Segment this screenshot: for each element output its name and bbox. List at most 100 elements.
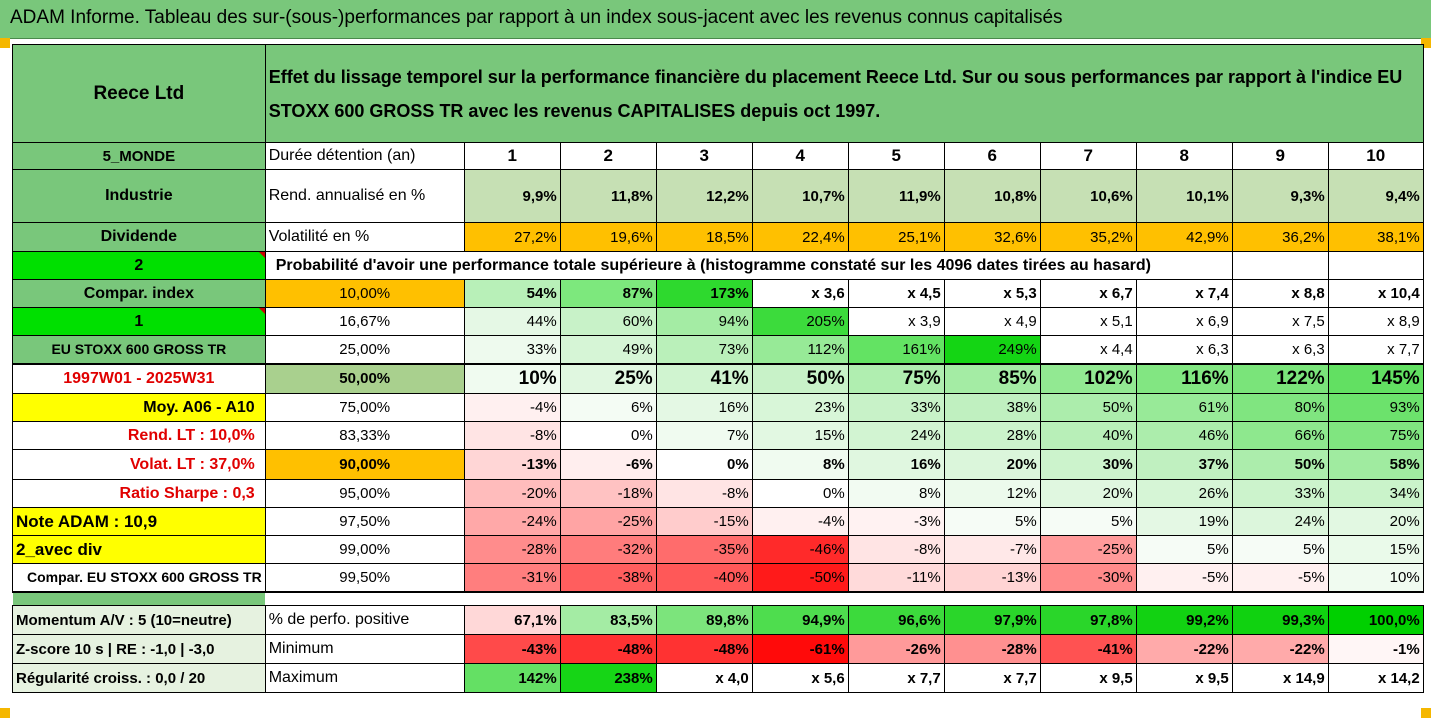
cell: 24%: [847, 421, 945, 450]
cell: 60%: [559, 307, 657, 336]
cell: 36,2%: [1231, 222, 1329, 252]
cell: x 4,9: [943, 307, 1041, 336]
cell: -7%: [943, 535, 1041, 564]
cell: 87%: [559, 279, 657, 308]
cell: -4%: [463, 393, 561, 422]
average-label: Moy. A06 - A10: [12, 393, 266, 422]
cell: -13%: [943, 563, 1041, 592]
year-header: 2: [559, 142, 657, 170]
table-row: Rend. LT : 10,0% 83,33% -8% 0% 7% 15% 24…: [12, 421, 1424, 450]
year-header: 7: [1039, 142, 1137, 170]
cell: 173%: [655, 279, 753, 308]
table-row: 1997W01 - 2025W31 50,00% 10% 25% 41% 50%…: [12, 363, 1424, 394]
cell: 102%: [1039, 363, 1137, 394]
table-row: Ratio Sharpe : 0,3 95,00% -20% -18% -8% …: [12, 479, 1424, 508]
percentile-cell: 83,33%: [264, 421, 465, 450]
sector-label: Industrie: [12, 169, 266, 223]
cell: -61%: [751, 634, 849, 664]
cell: 75%: [1327, 421, 1424, 450]
index-name-label: EU STOXX 600 GROSS TR: [12, 335, 266, 364]
spacer-cell: [12, 591, 266, 606]
table-row: Régularité croiss. : 0,0 / 20 Maximum 14…: [12, 663, 1424, 693]
cell: 20%: [1039, 479, 1137, 508]
cell: 30%: [1039, 449, 1137, 480]
description-line-2: STOXX 600 GROSS TR avec les revenus CAPI…: [268, 100, 881, 121]
cell: x 7,5: [1231, 307, 1329, 336]
empty-cell: [1327, 251, 1424, 280]
table-row: Industrie Rend. annualisé en % 9,9% 11,8…: [12, 169, 1424, 223]
cell: -48%: [655, 634, 753, 664]
percentile-cell: 99,50%: [264, 563, 465, 592]
cell: 42,9%: [1135, 222, 1233, 252]
input-cell[interactable]: 2: [12, 251, 266, 280]
cell: 112%: [751, 335, 849, 364]
cell: 15%: [1327, 535, 1424, 564]
cell: -35%: [655, 535, 753, 564]
cell: -22%: [1231, 634, 1329, 664]
table-row: Compar. index 10,00% 54% 87% 173% x 3,6 …: [12, 279, 1424, 308]
year-header: 1: [463, 142, 561, 170]
regularity-label: Régularité croiss. : 0,0 / 20: [12, 663, 266, 693]
cell: -41%: [1039, 634, 1137, 664]
cell: 41%: [655, 363, 753, 394]
corner-marker: [0, 708, 10, 718]
table-row: Note ADAM : 10,9 97,50% -24% -25% -15% -…: [12, 507, 1424, 536]
adam-rating-label: Note ADAM : 10,9: [12, 507, 266, 536]
cell: x 7,4: [1135, 279, 1233, 308]
cell: 19,6%: [559, 222, 657, 252]
cell: x 9,5: [1039, 663, 1137, 693]
cell: -38%: [559, 563, 657, 592]
cell: x 3,6: [751, 279, 849, 308]
cell: x 8,8: [1231, 279, 1329, 308]
cell: 38,1%: [1327, 222, 1424, 252]
report-title: ADAM Informe. Tableau des sur-(sous-)per…: [10, 7, 1063, 28]
cell: 23%: [751, 393, 849, 422]
cell: x 5,3: [943, 279, 1041, 308]
cell: x 6,9: [1135, 307, 1233, 336]
cell: 97,9%: [943, 605, 1041, 635]
cell: 50%: [1231, 449, 1329, 480]
cell: 97,8%: [1039, 605, 1137, 635]
probability-heading: Probabilité d'avoir une performance tota…: [264, 251, 1233, 280]
year-header: 5: [847, 142, 945, 170]
cell: 75%: [847, 363, 945, 394]
cell: x 7,7: [943, 663, 1041, 693]
cell: 5%: [1231, 535, 1329, 564]
cell: -30%: [1039, 563, 1137, 592]
table-row: Compar. EU STOXX 600 GROSS TR 99,50% -31…: [12, 563, 1424, 592]
cell: 25%: [559, 363, 657, 394]
report-description: Effet du lissage temporel sur la perform…: [264, 44, 1424, 143]
cell: 44%: [463, 307, 561, 336]
cell: 8%: [751, 449, 849, 480]
cell: 10%: [463, 363, 561, 394]
cell: 8%: [847, 479, 945, 508]
cell: 32,6%: [943, 222, 1041, 252]
sharpe-ratio-label: Ratio Sharpe : 0,3: [12, 479, 266, 508]
cell: x 6,7: [1039, 279, 1137, 308]
cell: 73%: [655, 335, 753, 364]
cell: 50%: [1039, 393, 1137, 422]
cell: 0%: [559, 421, 657, 450]
compar-index-label: Compar. index: [12, 279, 266, 308]
cell: 49%: [559, 335, 657, 364]
cell: -4%: [751, 507, 849, 536]
comparison-label: Compar. EU STOXX 600 GROSS TR: [12, 563, 266, 592]
dividend-label: Dividende: [12, 222, 266, 252]
percentile-cell: 25,00%: [264, 335, 465, 364]
row-label: Rend. annualisé en %: [264, 169, 465, 223]
company-name: Reece Ltd: [12, 44, 266, 143]
header-row: Reece Ltd Effet du lissage temporel sur …: [12, 44, 1424, 143]
cell: -26%: [847, 634, 945, 664]
empty-cell: [1231, 251, 1329, 280]
cell: 11,8%: [559, 169, 657, 223]
cell: 5%: [943, 507, 1041, 536]
year-header: 10: [1327, 142, 1424, 170]
cell: 35,2%: [1039, 222, 1137, 252]
cell: 66%: [1231, 421, 1329, 450]
cell: 33%: [847, 393, 945, 422]
cell: -8%: [847, 535, 945, 564]
percentile-cell: 75,00%: [264, 393, 465, 422]
input-cell[interactable]: 1: [12, 307, 266, 336]
performance-table: Reece Ltd Effet du lissage temporel sur …: [12, 44, 1424, 693]
cell: x 5,1: [1039, 307, 1137, 336]
